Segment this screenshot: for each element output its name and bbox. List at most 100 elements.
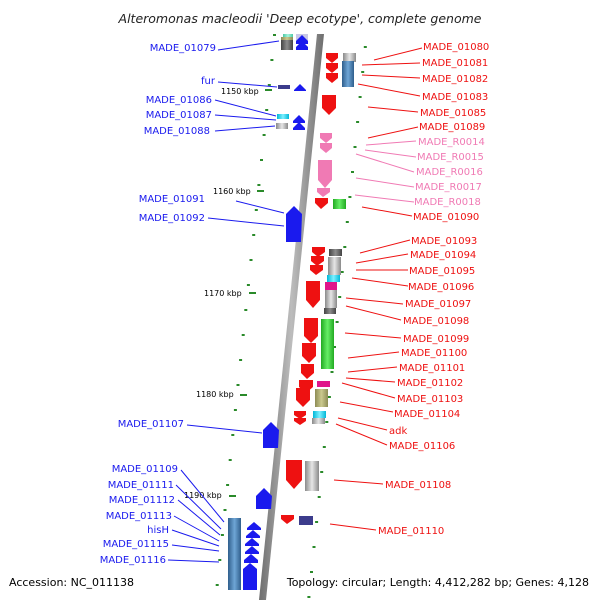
- gene-label[interactable]: MADE_01095: [409, 266, 475, 277]
- gene-label[interactable]: MADE_01101: [399, 363, 465, 374]
- gene-label[interactable]: MADE_01104: [394, 409, 460, 420]
- gene-label[interactable]: MADE_01116: [100, 555, 166, 566]
- gene-label[interactable]: MADE_01103: [397, 394, 463, 405]
- gene-block: [277, 114, 289, 119]
- gene-label[interactable]: MADE_01097: [405, 299, 471, 310]
- leader-line: [217, 40, 280, 51]
- gene-label[interactable]: MADE_01083: [422, 92, 488, 103]
- position-tick: [343, 246, 347, 248]
- gene-arrow-forward: [245, 546, 259, 554]
- ruler-label: 1170 kbp: [204, 289, 242, 298]
- gene-arrow-reverse: [326, 53, 338, 63]
- gene-label[interactable]: MADE_01098: [403, 316, 469, 327]
- gene-block: [333, 199, 346, 209]
- leader-line: [357, 83, 421, 97]
- position-tick: [218, 559, 222, 561]
- position-tick: [333, 346, 336, 348]
- gene-block: [325, 290, 337, 308]
- chromosome-backbone: [259, 34, 324, 600]
- position-tick: [236, 384, 240, 386]
- gene-label[interactable]: MADE_01085: [420, 108, 486, 119]
- gene-label[interactable]: MADE_01096: [408, 282, 474, 293]
- leader-line: [361, 206, 413, 217]
- position-tick: [244, 309, 248, 311]
- position-tick: [348, 196, 352, 198]
- gene-label[interactable]: MADE_01091: [139, 194, 205, 205]
- gene-label[interactable]: MADE_01106: [389, 441, 455, 452]
- gene-block: [313, 411, 326, 418]
- position-tick: [231, 434, 235, 436]
- gene-label[interactable]: MADE_01086: [146, 95, 212, 106]
- leader-line: [355, 177, 415, 188]
- gene-label[interactable]: MADE_01082: [422, 74, 488, 85]
- gene-arrow-reverse: [306, 281, 320, 308]
- gene-label[interactable]: MADE_01088: [144, 126, 210, 137]
- leader-line: [347, 351, 400, 359]
- position-tick: [353, 146, 357, 148]
- position-tick: [270, 59, 274, 61]
- gene-label[interactable]: MADE_R0015: [417, 152, 484, 163]
- leader-line: [214, 125, 276, 132]
- gene-label[interactable]: MADE_01094: [410, 250, 476, 261]
- gene-label[interactable]: MADE_01111: [108, 480, 174, 491]
- gene-block: [305, 461, 319, 491]
- position-tick: [239, 359, 243, 361]
- gene-label[interactable]: MADE_01110: [378, 526, 444, 537]
- gene-label[interactable]: MADE_01108: [385, 480, 451, 491]
- reverse-strand-genes: [281, 53, 356, 525]
- position-tick: [260, 159, 263, 161]
- gene-label[interactable]: MADE_01107: [118, 419, 184, 430]
- position-tick: [233, 409, 237, 411]
- position-tick: [249, 259, 253, 261]
- leader-line: [347, 366, 398, 373]
- gene-arrow-reverse: [294, 418, 306, 425]
- gene-label[interactable]: MADE_R0017: [415, 182, 482, 193]
- leader-line: [186, 424, 263, 434]
- gene-label[interactable]: fur: [201, 76, 216, 87]
- gene-arrow-forward: [296, 35, 308, 44]
- gene-label[interactable]: MADE_01112: [109, 495, 175, 506]
- gene-block: [317, 381, 330, 387]
- gene-label[interactable]: MADE_01115: [103, 539, 169, 550]
- leader-line: [361, 62, 421, 66]
- position-tick: [335, 321, 339, 323]
- gene-label[interactable]: MADE_01079: [150, 43, 216, 54]
- gene-label[interactable]: MADE_01109: [112, 464, 178, 475]
- gene-block: [327, 275, 340, 282]
- gene-arrow-reverse: [326, 73, 338, 83]
- gene-label[interactable]: MADE_01092: [139, 213, 205, 224]
- gene-label[interactable]: MADE_01081: [422, 58, 488, 69]
- gene-block: [343, 53, 356, 62]
- gene-label[interactable]: MADE_01087: [146, 110, 212, 121]
- left-gene-labels: MADE_01079 fur MADE_01086 MADE_01087 MAD…: [100, 43, 216, 566]
- gene-label[interactable]: MADE_01113: [106, 511, 172, 522]
- position-tick: [257, 184, 261, 186]
- gene-block: [281, 40, 293, 50]
- gene-label[interactable]: MADE_01102: [397, 378, 463, 389]
- position-tick: [322, 446, 326, 448]
- gene-label[interactable]: MADE_R0016: [416, 167, 483, 178]
- gene-label[interactable]: MADE_01089: [419, 122, 485, 133]
- gene-arrow-reverse: [294, 411, 306, 419]
- gene-label[interactable]: MADE_R0018: [414, 197, 481, 208]
- gene-label[interactable]: MADE_01080: [423, 42, 489, 53]
- gene-arrow-reverse: [310, 265, 323, 275]
- gene-label[interactable]: adk: [389, 426, 407, 437]
- leader-line: [333, 479, 384, 485]
- position-tick: [215, 584, 219, 586]
- right-gene-labels: MADE_01080 MADE_01081 MADE_01082 MADE_01…: [378, 42, 489, 537]
- gene-arrow-reverse: [315, 198, 328, 209]
- position-tick: [267, 84, 271, 86]
- forward-strand-genes: [228, 34, 308, 590]
- gene-label[interactable]: MADE_01100: [401, 348, 467, 359]
- gene-label[interactable]: MADE_01099: [403, 334, 469, 345]
- position-tick: [315, 521, 319, 523]
- leader-line: [367, 126, 419, 139]
- position-tick: [228, 459, 232, 461]
- gene-label[interactable]: MADE_R0014: [418, 137, 485, 148]
- gene-label[interactable]: MADE_01093: [411, 236, 477, 247]
- gene-label[interactable]: hisH: [147, 525, 169, 536]
- gene-label[interactable]: MADE_01090: [413, 212, 479, 223]
- position-tick: [338, 296, 342, 298]
- position-tick: [265, 109, 269, 111]
